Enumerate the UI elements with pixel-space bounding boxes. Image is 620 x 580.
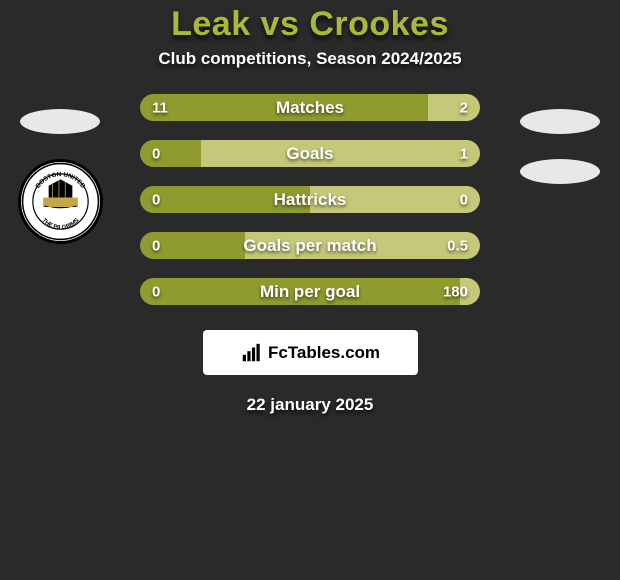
stat-bar: 0 Goals 1 <box>140 140 480 167</box>
stat-bar: 11 Matches 2 <box>140 94 480 121</box>
club-badge-boston-united-icon: BOSTON UNITED THE PILGRIMS <box>18 159 103 244</box>
stats-area: BOSTON UNITED THE PILGRIMS <box>0 94 620 305</box>
club-badge-placeholder-icon <box>520 159 600 184</box>
attribution-link[interactable]: FcTables.com <box>203 330 418 375</box>
subtitle: Club competitions, Season 2024/2025 <box>0 49 620 69</box>
bar-left-fill <box>140 94 428 121</box>
stat-bars: 11 Matches 2 0 Goals 1 0 Hattricks 0 <box>140 94 480 305</box>
bar-left-fill <box>140 232 245 259</box>
stat-bar: 0 Min per goal 180 <box>140 278 480 305</box>
bar-left-fill <box>140 140 201 167</box>
bar-left-fill <box>140 186 310 213</box>
bar-right-fill <box>310 186 480 213</box>
attribution-text: FcTables.com <box>268 343 380 363</box>
left-player-badges: BOSTON UNITED THE PILGRIMS <box>20 109 100 244</box>
page-title: Leak vs Crookes <box>0 5 620 44</box>
date-text: 22 january 2025 <box>0 395 620 415</box>
bar-right-fill <box>201 140 480 167</box>
comparison-widget: Leak vs Crookes Club competitions, Seaso… <box>0 0 620 580</box>
stat-bar: 0 Goals per match 0.5 <box>140 232 480 259</box>
bar-chart-icon <box>240 342 262 364</box>
bar-right-fill <box>460 278 480 305</box>
right-player-badges <box>520 109 600 184</box>
player-badge-placeholder-icon <box>20 109 100 134</box>
bar-right-fill <box>428 94 480 121</box>
player-badge-placeholder-icon <box>520 109 600 134</box>
bar-right-fill <box>245 232 480 259</box>
stat-bar: 0 Hattricks 0 <box>140 186 480 213</box>
bar-left-fill <box>140 278 460 305</box>
